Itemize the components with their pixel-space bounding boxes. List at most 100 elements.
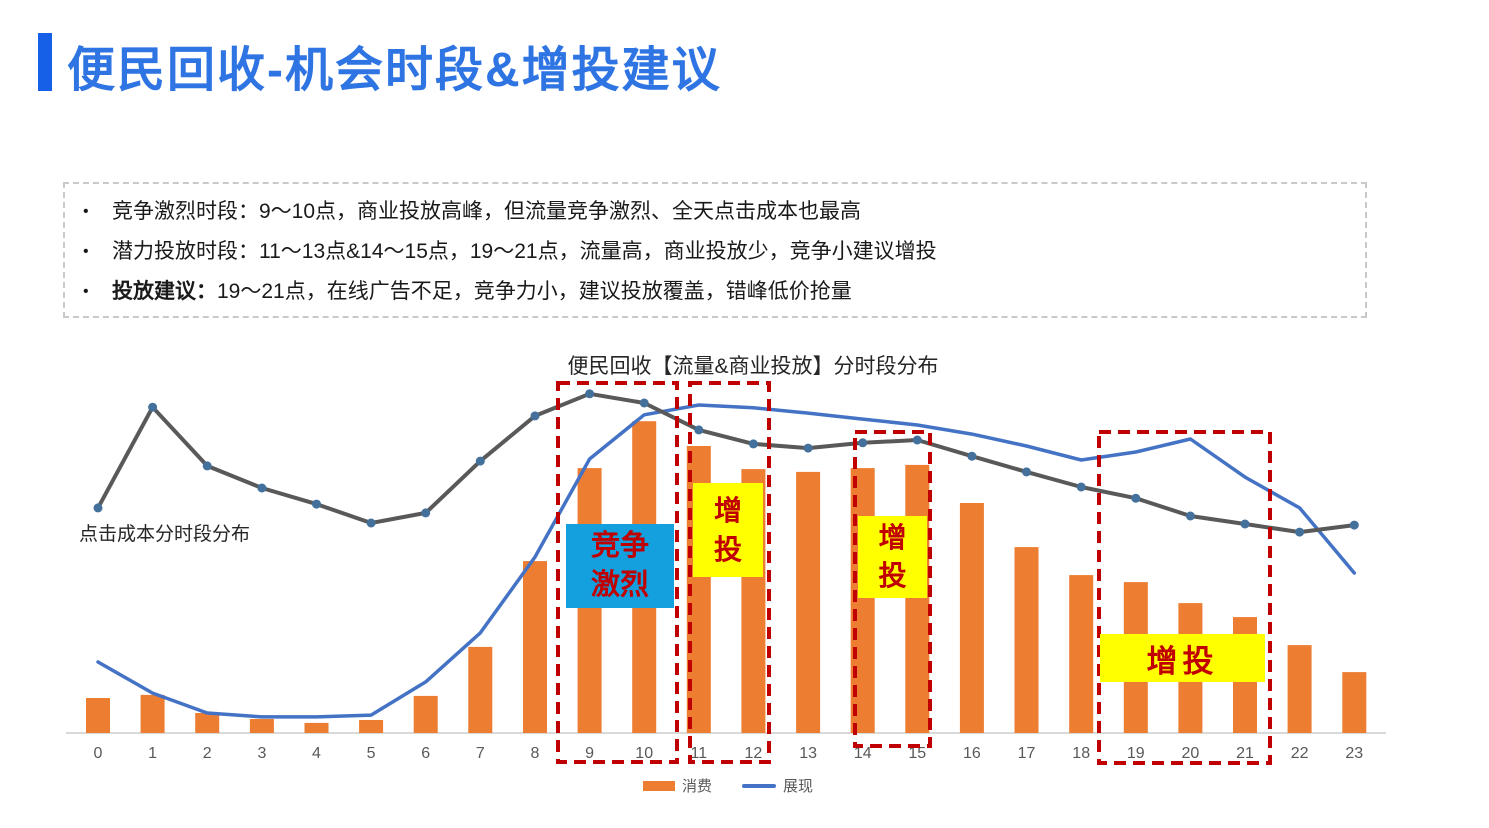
bar-hour-6 [413, 695, 438, 733]
x-tick-12: 12 [745, 745, 763, 762]
x-tick-19: 19 [1127, 745, 1145, 762]
cost-marker-22 [1295, 527, 1305, 537]
bar-hour-23 [1342, 672, 1367, 733]
highlight-box-hours-14-15 [853, 430, 932, 748]
legend-consumption-label: 消费 [681, 778, 712, 795]
cost-marker-6 [421, 508, 431, 518]
x-tick-9: 9 [585, 745, 594, 762]
x-tick-15: 15 [908, 745, 926, 762]
insight-bullet-1: • 竞争激烈时段：9～10点，商业投放高峰，但流量竞争激烈、全天点击成本也最高 [65, 192, 1365, 232]
x-tick-16: 16 [963, 745, 981, 762]
cost-line [96, 391, 1357, 535]
bar-hour-7 [468, 646, 493, 733]
cost-marker-8 [530, 411, 540, 421]
insight-bullet-3-lead: 投放建议： [112, 280, 217, 303]
bar-hour-13 [796, 471, 821, 733]
x-tick-21: 21 [1236, 745, 1254, 762]
bar-hour-1 [140, 694, 165, 733]
x-tick-7: 7 [476, 745, 485, 762]
annotation-competition: 竞争 激烈 [566, 524, 674, 608]
bar-hour-22 [1287, 645, 1312, 733]
x-tick-23: 23 [1345, 745, 1363, 762]
cost-marker-21 [1240, 519, 1250, 529]
x-tick-20: 20 [1182, 745, 1200, 762]
bar-hour-5 [359, 720, 384, 733]
cost-marker-4 [312, 499, 321, 509]
chart-legend: 消费 展现 [70, 775, 1386, 796]
insight-bullet-1-text: 竞争激烈时段：9～10点，商业投放高峰，但流量竞争激烈、全天点击成本也最高 [112, 200, 862, 223]
cost-marker-7 [475, 456, 485, 466]
cost-marker-15 [912, 435, 922, 445]
x-tick-22: 22 [1291, 745, 1309, 762]
insight-bullet-2: • 潜力投放时段：11～13点&14～15点，19～21点，流量高，商业投放少，竞… [65, 232, 1365, 272]
cost-marker-23 [1349, 520, 1359, 530]
highlight-boxes-group [556, 381, 1272, 765]
x-tick-3: 3 [257, 745, 266, 762]
x-tick-1: 1 [148, 745, 157, 762]
impressions-line [96, 403, 1357, 719]
bars-group [86, 421, 1367, 733]
cost-marker-1 [148, 402, 158, 412]
cost-marker-13 [803, 443, 813, 453]
bar-hour-3 [249, 719, 274, 733]
cost-marker-17 [1022, 467, 1031, 477]
legend-impressions-swatch [742, 783, 776, 788]
bullet-dot: • [83, 283, 89, 300]
cost-marker-20 [1185, 511, 1195, 521]
annotation-boost-14-15: 增 投 [858, 516, 927, 598]
x-tick-6: 6 [421, 745, 430, 762]
x-tick-5: 5 [367, 745, 376, 762]
insight-bullet-3: • 投放建议：19～21点，在线广告不足，竞争力小，建议投放覆盖，错峰低价抢量 [65, 272, 1365, 312]
cost-marker-14 [858, 438, 868, 448]
cost-marker-9 [585, 389, 595, 399]
x-tick-13: 13 [799, 745, 817, 762]
cost-marker-12 [748, 439, 758, 449]
x-tick-4: 4 [312, 745, 321, 762]
cost-marker-10 [639, 398, 649, 408]
highlight-box-hours-19-21 [1097, 430, 1272, 765]
bar-hour-15 [905, 464, 930, 733]
page-title: 便民回收-机会时段&增投建议 [67, 44, 722, 97]
cost-markers-group [93, 389, 1359, 537]
cost-marker-11 [694, 425, 704, 435]
cost-marker-18 [1076, 482, 1086, 492]
cost-marker-2 [202, 461, 212, 471]
x-tick-17: 17 [1018, 745, 1036, 762]
insight-bullet-3-text: 19～21点，在线广告不足，竞争力小，建议投放覆盖，错峰低价抢量 [217, 280, 852, 303]
x-tick-11: 11 [690, 745, 707, 762]
chart-title: 便民回收【流量&商业投放】分时段分布 [567, 355, 938, 378]
insights-box: • 竞争激烈时段：9～10点，商业投放高峰，但流量竞争激烈、全天点击成本也最高 •… [63, 182, 1367, 318]
x-tick-8: 8 [531, 745, 540, 762]
x-tick-14: 14 [854, 745, 872, 762]
cost-marker-3 [257, 483, 267, 493]
legend-impressions-label: 展现 [783, 778, 814, 795]
bar-hour-4 [304, 722, 329, 733]
bar-hour-16 [959, 503, 984, 733]
bullet-dot: • [83, 243, 89, 260]
cost-marker-16 [967, 451, 977, 461]
x-axis-labels-group: 0 1 2 3 4 5 6 7 8 9 10 11 12 13 14 15 16 17 18 19 20 21 22 23 [94, 745, 1364, 762]
cost-marker-0 [93, 503, 103, 513]
annotation-boost-19-21: 增投 [1100, 634, 1265, 682]
x-tick-10: 10 [635, 745, 653, 762]
cost-marker-5 [366, 518, 376, 528]
highlight-box-hours-11-12 [688, 381, 771, 764]
bar-hour-2 [195, 713, 220, 733]
bar-hour-0 [86, 698, 110, 733]
x-tick-2: 2 [203, 745, 212, 762]
annotation-boost-11-12: 增 投 [693, 483, 763, 577]
x-tick-0: 0 [94, 745, 103, 762]
x-tick-18: 18 [1072, 745, 1090, 762]
bar-hour-8 [523, 561, 547, 733]
bar-hour-18 [1069, 575, 1094, 733]
insight-bullet-2-text: 潜力投放时段：11～13点&14～15点，19～21点，流量高，商业投放少，竞争… [112, 240, 937, 263]
highlight-box-hours-9-10 [556, 381, 679, 764]
bullet-dot: • [83, 203, 89, 220]
cost-line-label: 点击成本分时段分布 [79, 523, 250, 545]
bar-hour-17 [1014, 547, 1039, 733]
cost-marker-19 [1131, 493, 1141, 503]
title-accent-bar [38, 33, 52, 91]
legend-consumption-swatch [642, 780, 675, 791]
